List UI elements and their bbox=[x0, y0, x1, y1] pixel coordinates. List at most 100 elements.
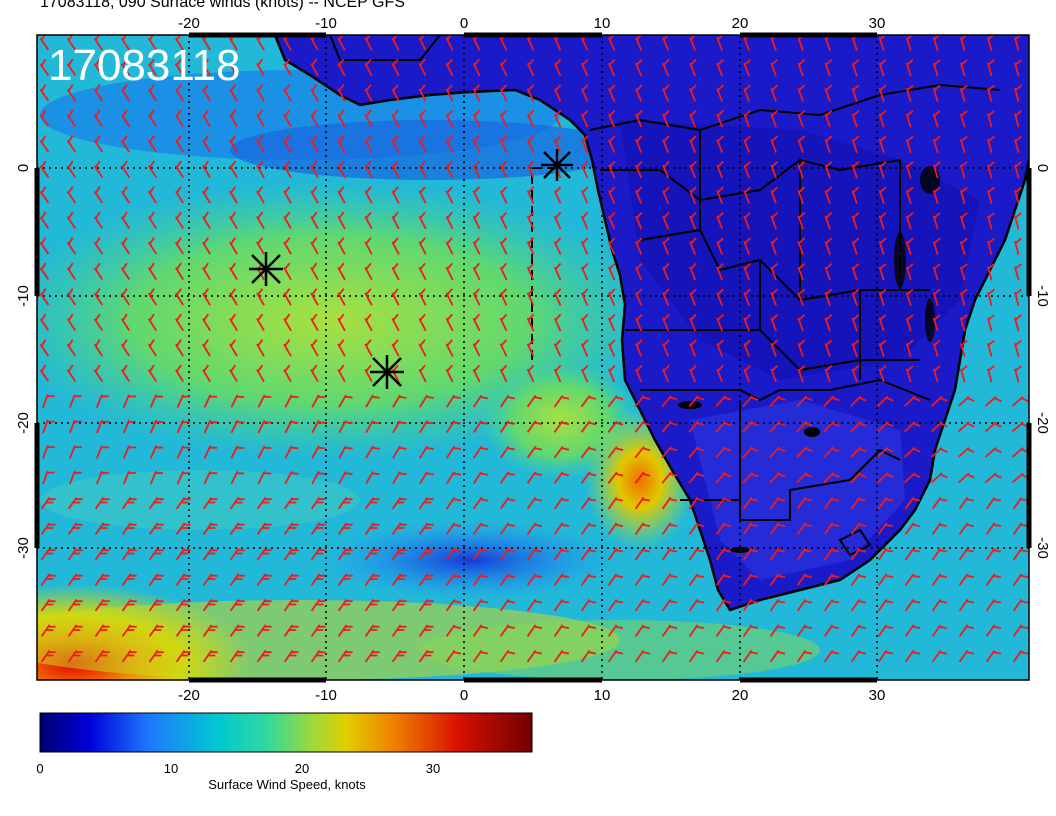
wind-barb bbox=[175, 573, 191, 586]
wind-barb bbox=[634, 522, 651, 535]
wind-barb bbox=[174, 84, 184, 102]
wind-barb bbox=[229, 649, 245, 663]
wind-barb bbox=[39, 313, 50, 331]
wind-barb bbox=[716, 135, 724, 153]
wind-barb bbox=[40, 624, 56, 637]
wind-barb bbox=[743, 288, 751, 306]
left-tick-label: 0 bbox=[15, 164, 32, 172]
wind-barb bbox=[959, 84, 968, 103]
wind-barb bbox=[39, 109, 50, 127]
wind-barb bbox=[472, 313, 481, 332]
wind-barb bbox=[120, 288, 131, 306]
wind-barb bbox=[796, 522, 813, 535]
wind-barb bbox=[499, 186, 508, 204]
wind-barb bbox=[634, 496, 651, 510]
wind-barb bbox=[662, 237, 670, 255]
wind-barb bbox=[688, 649, 705, 663]
wind-barb bbox=[174, 211, 184, 230]
wind-barb bbox=[391, 211, 400, 230]
wind-barb bbox=[526, 547, 543, 561]
wind-barb bbox=[553, 288, 562, 306]
wind-barb bbox=[365, 420, 380, 434]
wind-barb bbox=[662, 186, 670, 204]
wind-barb bbox=[689, 135, 697, 153]
wind-barb bbox=[851, 59, 860, 77]
wind-barb bbox=[824, 237, 833, 255]
wind-barb bbox=[338, 445, 353, 459]
wind-barb bbox=[174, 109, 184, 128]
wind-barb bbox=[769, 547, 786, 561]
wind-barb bbox=[905, 135, 914, 153]
wind-barb bbox=[932, 186, 941, 205]
wind-barb bbox=[580, 109, 589, 128]
wind-barb bbox=[715, 446, 732, 459]
wind-barb bbox=[689, 364, 697, 383]
wind-barb bbox=[392, 445, 407, 459]
wind-barb bbox=[310, 109, 319, 128]
wind-barb bbox=[120, 364, 131, 383]
wind-barb bbox=[256, 186, 265, 204]
wind-barb bbox=[93, 262, 104, 280]
wind-barb bbox=[931, 598, 948, 612]
wind-barb bbox=[797, 135, 806, 153]
wind-barb bbox=[257, 470, 272, 485]
wind-barb bbox=[959, 212, 968, 230]
wind-barb bbox=[93, 109, 104, 127]
wind-barb bbox=[283, 288, 292, 306]
wind-barb bbox=[120, 313, 131, 332]
wind-barb bbox=[1014, 237, 1022, 256]
wind-barb bbox=[472, 237, 481, 255]
wind-barb bbox=[418, 135, 427, 153]
wind-barb bbox=[148, 522, 164, 535]
wind-barb bbox=[526, 496, 543, 510]
wind-barb bbox=[553, 420, 570, 433]
wind-barb bbox=[310, 84, 319, 102]
wind-barb bbox=[635, 262, 643, 281]
wind-barb bbox=[202, 522, 218, 535]
wind-barb bbox=[957, 446, 975, 458]
wind-barb bbox=[986, 186, 995, 205]
wind-barb bbox=[851, 212, 860, 230]
wind-barb bbox=[716, 288, 724, 306]
wind-barb bbox=[661, 522, 678, 535]
wind-barb bbox=[472, 288, 481, 306]
wind-barb bbox=[770, 262, 779, 281]
wind-barb bbox=[93, 35, 104, 51]
wind-barb bbox=[472, 624, 489, 637]
wind-barb bbox=[445, 109, 454, 128]
wind-barb bbox=[932, 84, 941, 103]
wind-barb bbox=[365, 394, 380, 408]
wind-barb bbox=[120, 135, 131, 153]
wind-barb bbox=[120, 211, 131, 230]
wind-barb bbox=[364, 649, 380, 663]
wind-barb bbox=[796, 598, 813, 612]
wind-barb bbox=[147, 160, 157, 179]
wind-barb bbox=[310, 496, 326, 510]
wind-barb bbox=[580, 211, 589, 230]
colorbar bbox=[39, 712, 533, 753]
wind-barb bbox=[93, 84, 104, 102]
wind-barb bbox=[418, 522, 434, 535]
wind-barb bbox=[607, 262, 616, 281]
wind-barb bbox=[39, 135, 50, 153]
wind-barb bbox=[878, 339, 887, 357]
wind-barb bbox=[120, 58, 131, 77]
wind-barb bbox=[202, 313, 211, 332]
wind-barb bbox=[230, 394, 245, 408]
wind-barb bbox=[283, 547, 299, 561]
wind-barb bbox=[148, 573, 164, 586]
wind-barb bbox=[364, 313, 373, 332]
wind-barb bbox=[256, 109, 265, 128]
wind-barb bbox=[202, 598, 218, 612]
wind-barb bbox=[472, 339, 481, 357]
bottom-tick-label: -20 bbox=[178, 687, 200, 704]
wind-barb bbox=[310, 237, 319, 255]
wind-barb bbox=[256, 313, 265, 332]
wind-barb bbox=[743, 339, 751, 357]
wind-barb bbox=[93, 288, 104, 306]
wind-barb bbox=[499, 237, 508, 255]
wind-barb bbox=[877, 472, 894, 484]
wind-barb bbox=[311, 394, 326, 408]
wind-barb bbox=[850, 649, 867, 663]
wind-barb bbox=[743, 364, 751, 383]
